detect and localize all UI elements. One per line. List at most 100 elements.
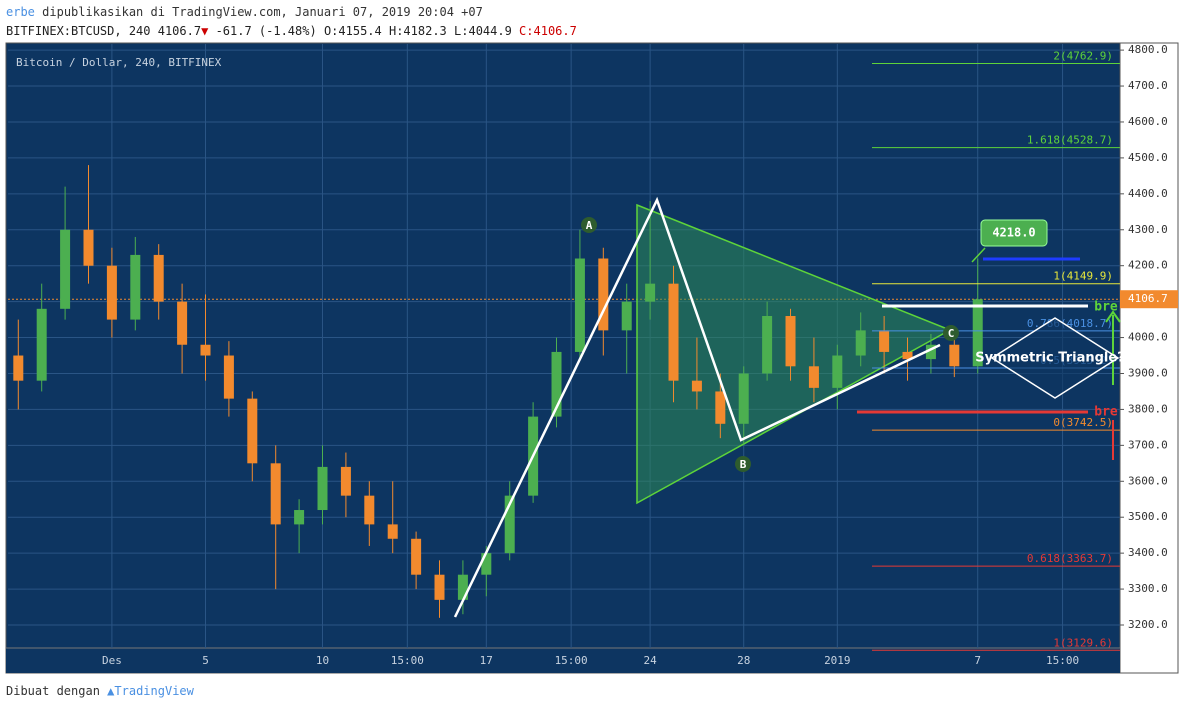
point-a-marker — [581, 217, 597, 233]
y-tick-label: 3300.0 — [1128, 582, 1168, 595]
time-axis — [6, 648, 1120, 673]
x-tick-label: 15:00 — [1046, 654, 1079, 667]
candle-body — [83, 229, 94, 266]
candle-body — [223, 355, 234, 399]
y-tick-label: 4200.0 — [1128, 259, 1168, 272]
y-tick-label: 3700.0 — [1128, 438, 1168, 451]
x-tick-label: 24 — [643, 654, 657, 667]
header-line-1: erbe dipublikasikan di TradingView.com, … — [6, 5, 483, 19]
fib-label: 0(3742.5) — [1053, 416, 1113, 429]
y-tick-label: 3400.0 — [1128, 546, 1168, 559]
candle-body — [855, 330, 866, 356]
candle-body — [504, 495, 515, 554]
y-tick-label: 4700.0 — [1128, 79, 1168, 92]
candle-body — [808, 366, 819, 388]
open: O:4155.4 — [323, 24, 382, 38]
last-price-tag — [1120, 290, 1178, 309]
candle-body — [715, 391, 726, 424]
candle-body — [13, 355, 24, 381]
x-tick-label: 7 — [974, 654, 981, 667]
y-tick-label: 4000.0 — [1128, 331, 1168, 344]
target-box — [980, 219, 1048, 247]
candle-body — [691, 380, 702, 392]
arrow: ▼ — [201, 24, 209, 38]
candle-body — [574, 258, 585, 352]
candle-body — [457, 574, 468, 600]
pattern-diamond — [990, 317, 1120, 399]
x-tick-label: 5 — [202, 654, 209, 667]
y-tick-label: 4800.0 — [1128, 43, 1168, 56]
candle-body — [270, 463, 281, 525]
point-c: C — [948, 327, 955, 340]
candle-body — [481, 553, 492, 575]
candle-body — [738, 373, 749, 424]
price-axis — [1119, 42, 1179, 674]
footer: Dibuat dengan ▲TradingView — [6, 684, 194, 698]
y-tick-label: 3600.0 — [1128, 474, 1168, 487]
x-tick-label: 2019 — [824, 654, 851, 667]
candle-body — [317, 466, 328, 511]
x-tick-label: 10 — [316, 654, 329, 667]
fib-label: 0.618(3363.7) — [1027, 552, 1113, 565]
candle-body — [153, 254, 164, 302]
candle-body — [200, 344, 211, 356]
break-down: bre — [1094, 405, 1118, 420]
y-tick-label: 4300.0 — [1128, 223, 1168, 236]
header-line-2: BITFINEX:BTCUSD, 240 4106.7▼ -61.7 (-1.4… — [6, 24, 577, 38]
close: C:4106.7 — [519, 24, 577, 38]
target-label: 4218.0 — [992, 226, 1035, 240]
candle-body — [364, 495, 375, 525]
last-price-label: 4106.7 — [1128, 292, 1168, 305]
candle-body — [106, 265, 117, 320]
y-tick-label: 4500.0 — [1128, 151, 1168, 164]
candle-body — [645, 283, 656, 302]
point-a: A — [586, 219, 593, 232]
y-tick-label: 4600.0 — [1128, 115, 1168, 128]
candle-body — [340, 466, 351, 496]
candle-body — [60, 229, 71, 309]
candle-body — [247, 398, 258, 464]
fib-label: 1(3129.6) — [1053, 636, 1113, 649]
candle-body — [36, 308, 47, 381]
brand-name[interactable]: TradingView — [114, 684, 194, 698]
target-pointer — [971, 247, 986, 263]
candle-body — [434, 574, 445, 600]
candle-body — [902, 351, 913, 360]
fib-label: 1(4149.9) — [1053, 270, 1113, 283]
change: -61.7 (-1.48%) — [215, 24, 317, 38]
pattern-label: Symmetric Triangle? — [975, 351, 1125, 366]
candle-body — [832, 355, 843, 388]
point-c-marker — [943, 325, 959, 341]
low: L:4044.9 — [454, 24, 512, 38]
candle-body — [294, 510, 305, 525]
y-tick-label: 4400.0 — [1128, 187, 1168, 200]
candle-body — [387, 524, 398, 539]
y-tick-label: 3500.0 — [1128, 510, 1168, 523]
symbol: BITFINEX:BTCUSD, 240 — [6, 24, 151, 38]
candle-body — [972, 299, 983, 367]
candle-body — [621, 301, 632, 331]
made-with: Dibuat dengan — [6, 684, 100, 698]
candle-body — [551, 351, 562, 417]
y-tick-label: 3200.0 — [1128, 618, 1168, 631]
candles — [13, 165, 983, 618]
candle-body — [949, 344, 960, 367]
brand[interactable]: ▲TradingView — [107, 684, 194, 698]
x-tick-label: Des — [102, 654, 122, 667]
candle-body — [879, 330, 890, 352]
candle-body — [668, 283, 679, 381]
fib-label: 2(4762.9) — [1053, 49, 1113, 62]
candle-body — [762, 315, 773, 374]
published: dipublikasikan di TradingView.com, Janua… — [42, 5, 483, 19]
high: H:4182.3 — [388, 24, 447, 38]
x-tick-label: 15:00 — [555, 654, 588, 667]
fib-label: 1.618(4528.7) — [1027, 134, 1113, 147]
chart-title: Bitcoin / Dollar, 240, BITFINEX — [16, 56, 222, 69]
candle-body — [925, 344, 936, 360]
author[interactable]: erbe — [6, 5, 35, 19]
break-up-arrow — [1105, 310, 1121, 385]
abc-path — [453, 196, 941, 618]
y-tick-label: 3900.0 — [1128, 366, 1168, 379]
